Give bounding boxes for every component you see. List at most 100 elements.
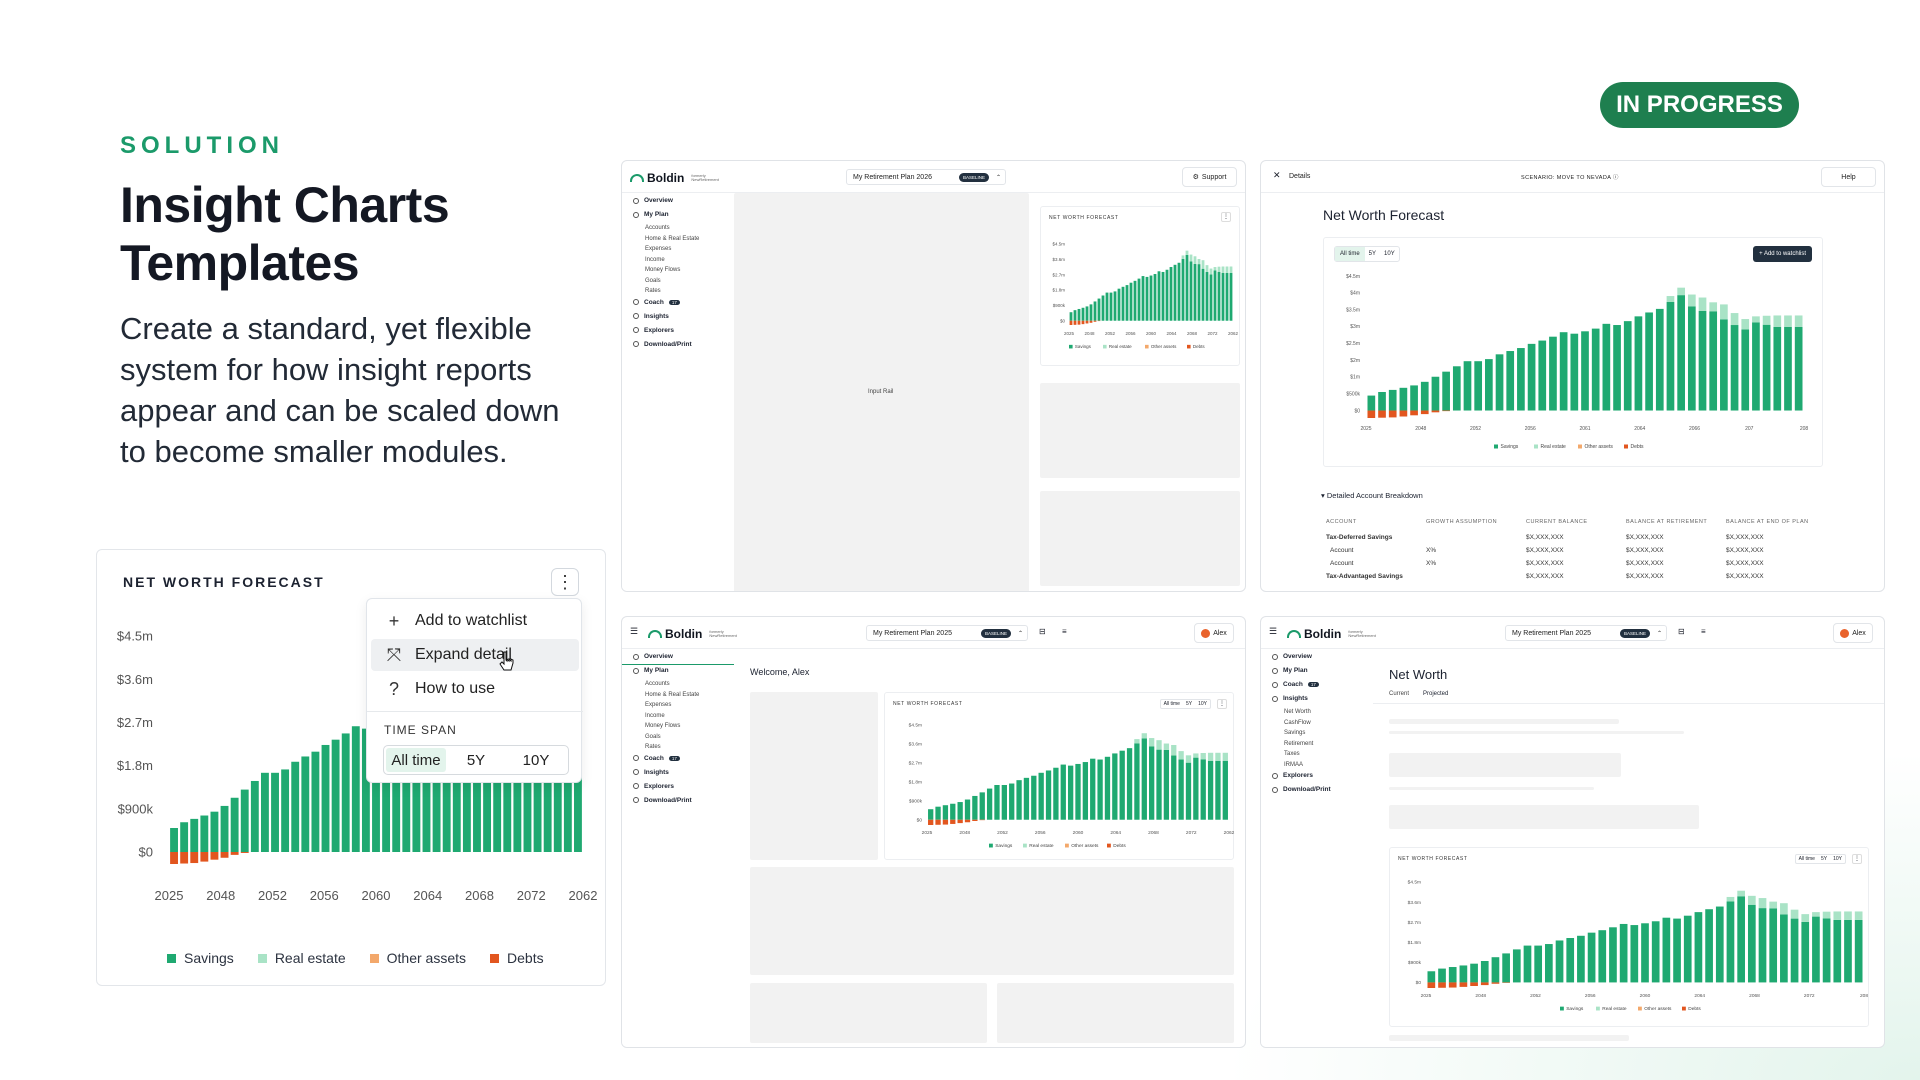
sidebar-item-income[interactable]: Income — [645, 257, 665, 263]
compare-icon[interactable]: ⊟ — [1039, 627, 1046, 636]
bar-savings — [1587, 932, 1596, 983]
bar-savings — [1113, 291, 1117, 321]
plan-selector[interactable]: My Retirement Plan 2025 BASELINE ⌃ — [1505, 625, 1667, 641]
sidebar-item-savings[interactable]: Savings — [1284, 730, 1305, 736]
legend-real-estate: Real estate — [257, 950, 346, 966]
breakdown-toggle[interactable]: ▾ Detailed Account Breakdown — [1321, 491, 1423, 500]
sidebar-item-explorers[interactable]: Explorers — [633, 327, 674, 334]
bar-real-estate — [1822, 911, 1831, 919]
help-button[interactable]: Help — [1821, 167, 1876, 187]
sidebar-item-coach[interactable]: Coach 17 — [1272, 681, 1319, 688]
bar-savings — [1790, 918, 1799, 983]
sidebar-item-home-real-estate[interactable]: Home & Real Estate — [645, 692, 699, 698]
sidebar-item-irmaa[interactable]: IRMAA — [1284, 762, 1303, 768]
bar-savings — [1185, 762, 1192, 820]
settings-sliders-icon[interactable]: ≡ — [1062, 627, 1067, 636]
bar-savings — [1794, 326, 1803, 411]
sidebar-item-cashflow[interactable]: CashFlow — [1284, 720, 1311, 726]
timespan-5y[interactable]: 5Y — [1368, 251, 1377, 257]
kebab-icon[interactable]: ⋮ — [551, 568, 579, 596]
sidebar-item-label: Explorers — [1283, 772, 1313, 779]
settings-sliders-icon[interactable]: ≡ — [1701, 627, 1706, 636]
sidebar-item-download-print[interactable]: Download/Print — [633, 341, 692, 348]
menu-add-watchlist[interactable]: + Add to watchlist — [371, 605, 579, 637]
timespan-all[interactable]: All time — [386, 748, 446, 772]
bar-savings — [1156, 749, 1162, 820]
sidebar-item-coach[interactable]: Coach 17 — [633, 755, 680, 762]
bar-savings — [1388, 389, 1397, 411]
sidebar-item-expenses[interactable]: Expenses — [645, 246, 671, 252]
menu-how-to-use[interactable]: ? How to use — [371, 673, 579, 705]
close-icon[interactable]: ✕ — [1273, 170, 1281, 180]
sidebar-item-income[interactable]: Income — [645, 713, 665, 719]
bar-real-estate — [1698, 297, 1707, 311]
timespan-5y[interactable]: 5Y — [1185, 701, 1193, 707]
sidebar-item-explorers[interactable]: Explorers — [1272, 772, 1313, 779]
timespan-all[interactable]: All time — [1335, 247, 1365, 261]
kebab-icon[interactable]: ⋮ — [1221, 212, 1231, 222]
sidebar-item-accounts[interactable]: Accounts — [645, 681, 670, 687]
sidebar-item-download-print[interactable]: Download/Print — [1272, 786, 1331, 793]
timespan-10y[interactable]: 10Y — [1384, 251, 1395, 257]
bar-savings — [1720, 319, 1728, 411]
kebab-icon[interactable]: ⋮ — [1852, 854, 1862, 864]
plan-selector[interactable]: My Retirement Plan 2026 BASELINE ⌃ — [846, 169, 1006, 185]
sidebar-item-net-worth[interactable]: Net Worth — [1284, 709, 1311, 715]
nav-icon — [633, 313, 639, 319]
sidebar-item-explorers[interactable]: Explorers — [633, 783, 674, 790]
bar-real-estate — [1762, 315, 1771, 325]
bar-savings — [1161, 271, 1165, 321]
timespan-10y[interactable]: 10Y — [1198, 701, 1207, 707]
sidebar-item-my-plan[interactable]: My Plan — [633, 667, 669, 674]
sidebar-item-insights[interactable]: Insights — [633, 769, 669, 776]
sidebar-item-rates[interactable]: Rates — [645, 288, 661, 294]
sidebar-item-accounts[interactable]: Accounts — [645, 225, 670, 231]
add-to-watchlist-button[interactable]: + Add to watchlist — [1753, 246, 1812, 262]
menu-expand-detail[interactable]: ⤧ Expand detail — [371, 639, 579, 671]
bar-debts — [190, 852, 199, 864]
nav-icon — [1272, 681, 1278, 688]
sidebar-item-overview[interactable]: Overview — [1272, 653, 1312, 660]
sidebar-item-my-plan[interactable]: My Plan — [633, 211, 669, 218]
sidebar-item-taxes[interactable]: Taxes — [1284, 751, 1300, 757]
timespan-5y[interactable]: 5Y — [466, 751, 486, 769]
bar-savings — [1133, 280, 1137, 321]
sidebar-item-insights[interactable]: Insights — [1272, 695, 1308, 702]
x-tick-label: 2056 — [1585, 993, 1596, 999]
kebab-icon[interactable]: ⋮ — [1217, 699, 1227, 709]
bar-savings — [1431, 376, 1440, 411]
timespan-5y[interactable]: 5Y — [1820, 856, 1828, 862]
sidebar-item-download-print[interactable]: Download/Print — [633, 797, 692, 804]
sidebar-item-expenses[interactable]: Expenses — [645, 702, 671, 708]
user-menu[interactable]: Alex — [1194, 623, 1234, 643]
bar-real-estate — [1801, 914, 1810, 922]
timespan-all[interactable]: All time — [1798, 856, 1815, 862]
sidebar-item-my-plan[interactable]: My Plan — [1272, 667, 1308, 674]
sidebar-item-money-flows[interactable]: Money Flows — [645, 267, 680, 273]
sidebar-item-insights[interactable]: Insights — [633, 313, 669, 320]
hamburger-icon[interactable]: ☰ — [1269, 626, 1278, 636]
timespan-10y[interactable]: 10Y — [1833, 856, 1842, 862]
timespan-10y[interactable]: 10Y — [522, 751, 550, 769]
nav-icon — [633, 197, 639, 204]
support-button[interactable]: ⚙ Support — [1182, 167, 1237, 187]
sidebar-item-coach[interactable]: Coach 17 — [633, 299, 680, 306]
tab-current[interactable]: Current — [1389, 691, 1410, 697]
sidebar-item-money-flows[interactable]: Money Flows — [645, 723, 680, 729]
sidebar-item-goals[interactable]: Goals — [645, 278, 661, 284]
sidebar-item-retirement[interactable]: Retirement — [1284, 741, 1313, 747]
tab-projected[interactable]: Projected — [1423, 691, 1449, 697]
sidebar-item-overview[interactable]: Overview — [633, 197, 673, 204]
plan-selector[interactable]: My Retirement Plan 2025 BASELINE ⌃ — [866, 625, 1028, 641]
timespan-all[interactable]: All time — [1163, 701, 1180, 707]
x-tick-label: 2056 — [1035, 830, 1046, 836]
compare-icon[interactable]: ⊟ — [1678, 627, 1685, 636]
bar-savings — [1673, 918, 1681, 983]
sidebar-item-home-real-estate[interactable]: Home & Real Estate — [645, 236, 699, 242]
sidebar-item-overview[interactable]: Overview — [633, 653, 673, 660]
sidebar-item-rates[interactable]: Rates — [645, 744, 661, 750]
sidebar-item-goals[interactable]: Goals — [645, 734, 661, 740]
user-menu[interactable]: Alex — [1833, 623, 1873, 643]
hamburger-icon[interactable]: ☰ — [630, 626, 639, 636]
placeholder-line — [1389, 719, 1619, 724]
